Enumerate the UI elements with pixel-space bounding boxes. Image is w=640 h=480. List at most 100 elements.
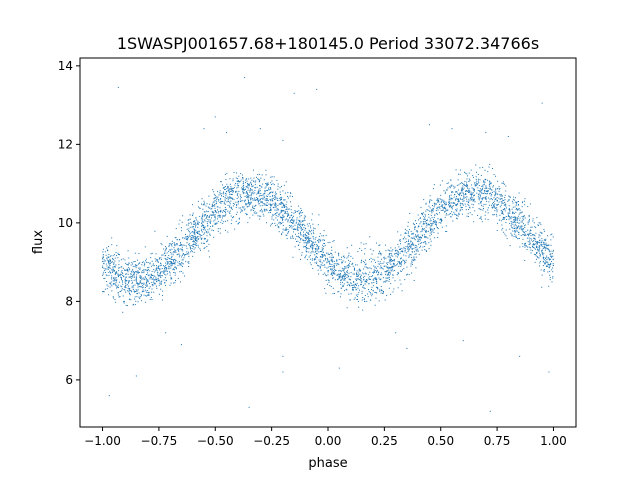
data-point	[404, 279, 406, 281]
data-point	[383, 257, 385, 259]
data-point	[252, 169, 254, 171]
data-point	[455, 198, 457, 200]
data-point	[280, 198, 282, 200]
data-point	[521, 216, 523, 218]
data-point	[203, 238, 205, 240]
data-point	[358, 279, 360, 281]
data-point	[144, 301, 146, 303]
data-point	[509, 195, 511, 197]
data-point	[197, 246, 199, 248]
data-point	[428, 216, 430, 218]
data-point	[191, 226, 193, 228]
data-point	[375, 278, 377, 280]
data-point	[528, 237, 530, 239]
data-point	[267, 183, 269, 185]
data-point	[200, 238, 202, 240]
data-point	[225, 195, 227, 197]
data-point	[377, 260, 379, 262]
data-point	[169, 274, 171, 276]
data-point	[137, 270, 139, 272]
data-point	[232, 189, 234, 191]
data-point	[253, 205, 255, 207]
data-point	[331, 256, 333, 258]
data-point	[275, 203, 277, 205]
data-point	[370, 299, 372, 301]
data-point	[178, 256, 180, 258]
data-point	[517, 227, 519, 229]
data-point	[355, 294, 357, 296]
data-point	[312, 241, 314, 243]
data-point	[466, 173, 468, 175]
data-point	[201, 222, 203, 224]
data-point	[551, 256, 553, 258]
data-point	[218, 194, 220, 196]
data-point	[452, 220, 454, 222]
data-point	[246, 204, 248, 206]
data-point	[481, 221, 483, 223]
data-point	[102, 291, 104, 293]
data-point	[258, 191, 260, 193]
data-point	[129, 292, 131, 294]
data-point	[420, 245, 422, 247]
data-point	[168, 263, 170, 265]
data-point	[193, 243, 195, 245]
data-point	[182, 250, 184, 252]
data-point	[476, 184, 478, 186]
data-point	[262, 183, 264, 185]
data-point	[473, 188, 475, 190]
data-point	[412, 243, 414, 245]
data-point	[187, 224, 189, 226]
data-point	[394, 265, 396, 267]
data-point	[306, 223, 308, 225]
data-point	[343, 270, 345, 272]
data-point	[466, 185, 468, 187]
data-point	[538, 239, 540, 241]
data-point	[534, 240, 536, 242]
data-point	[293, 220, 295, 222]
data-point	[502, 217, 504, 219]
data-point	[531, 239, 533, 241]
data-point	[419, 242, 421, 244]
data-point	[160, 258, 162, 260]
data-point	[386, 270, 388, 272]
data-point	[195, 238, 197, 240]
data-point	[131, 271, 133, 273]
data-point	[527, 233, 529, 235]
data-point	[472, 206, 474, 208]
data-point	[495, 192, 497, 194]
data-point	[442, 199, 444, 201]
data-point	[298, 219, 300, 221]
data-point	[274, 209, 276, 211]
data-point	[348, 259, 350, 261]
data-point	[277, 215, 279, 217]
data-point	[494, 200, 496, 202]
data-point	[251, 198, 253, 200]
data-point	[448, 201, 450, 203]
data-point	[331, 260, 333, 262]
data-point	[282, 228, 284, 230]
data-point	[108, 263, 110, 265]
data-point	[399, 249, 401, 251]
data-point	[302, 220, 304, 222]
data-point	[448, 205, 450, 207]
data-point	[346, 257, 348, 259]
data-point	[371, 295, 373, 297]
data-point	[484, 181, 486, 183]
data-point	[320, 255, 322, 257]
data-point	[181, 262, 183, 264]
data-point	[449, 202, 451, 204]
data-point	[264, 193, 266, 195]
data-point	[226, 198, 228, 200]
data-point	[229, 178, 231, 180]
data-point	[407, 243, 409, 245]
data-point	[347, 281, 349, 283]
data-point	[223, 211, 225, 212]
data-point	[423, 227, 425, 229]
data-point	[237, 178, 239, 180]
data-point	[510, 218, 512, 220]
data-point	[431, 228, 433, 230]
data-point	[134, 303, 136, 305]
data-point	[429, 227, 431, 229]
data-point	[188, 222, 190, 224]
data-point	[471, 187, 473, 189]
